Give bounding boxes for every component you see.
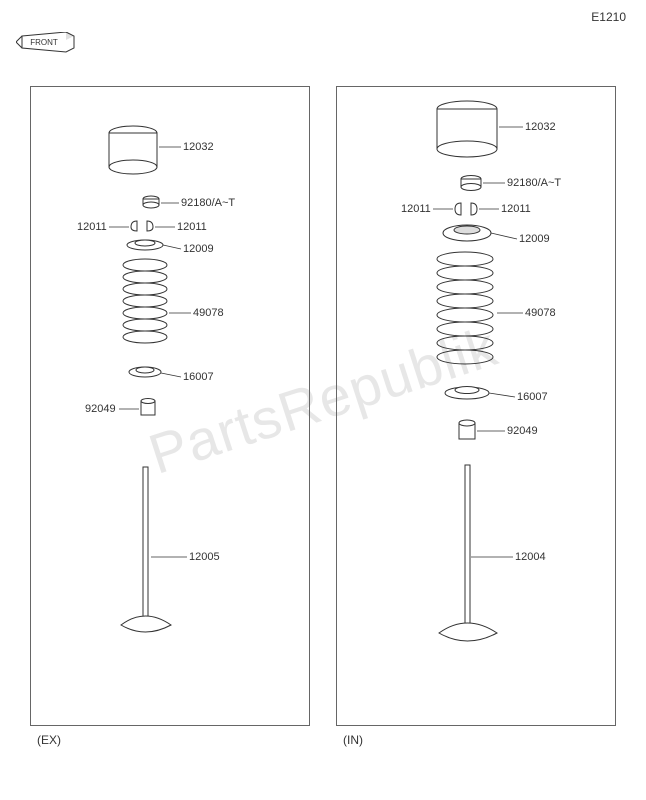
in-seal-label: 92049 [507, 425, 538, 437]
in-assembly [337, 87, 617, 727]
ex-retainer-label: 12009 [183, 243, 214, 255]
in-shim-label: 92180/A~T [507, 177, 561, 189]
in-tappet-label: 12032 [525, 121, 556, 133]
ex-keeper1-label: 12011 [77, 221, 107, 233]
panel-in: (IN) [336, 86, 616, 726]
ex-spring-label: 49078 [193, 307, 224, 319]
panel-in-label: (IN) [343, 733, 363, 747]
ex-tappet-label: 12032 [183, 141, 214, 153]
in-retainer-label: 12009 [519, 233, 550, 245]
front-badge: FRONT [16, 32, 76, 56]
ex-shim-label: 92180/A~T [181, 197, 235, 209]
ex-keeper2-label: 12011 [177, 221, 207, 233]
page-code: E1210 [591, 10, 626, 24]
in-spring-label: 49078 [525, 307, 556, 319]
ex-valve-label: 12005 [189, 551, 220, 563]
panel-ex-label: (EX) [37, 733, 61, 747]
ex-seat-label: 16007 [183, 371, 214, 383]
in-keeper2-label: 12011 [501, 203, 531, 215]
in-valve-label: 12004 [515, 551, 546, 563]
ex-assembly [31, 87, 311, 727]
in-keeper1-label: 12011 [401, 203, 431, 215]
ex-seal-label: 92049 [85, 403, 116, 415]
panel-ex: (EX) [30, 86, 310, 726]
front-label-text: FRONT [30, 38, 58, 47]
in-seat-label: 16007 [517, 391, 548, 403]
